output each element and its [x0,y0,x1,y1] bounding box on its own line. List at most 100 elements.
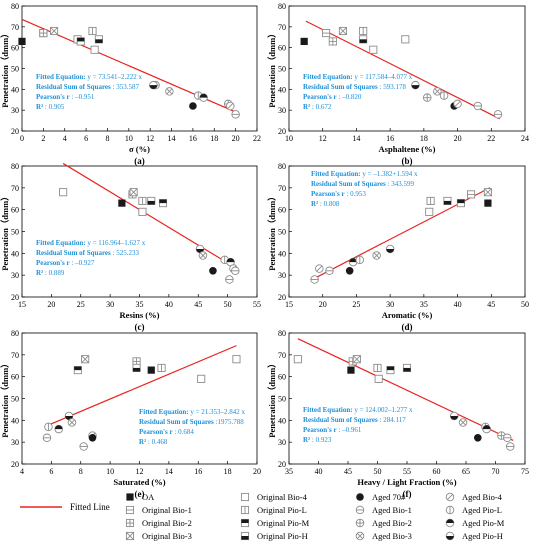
data-point [76,37,85,46]
annotation-value: y = 73.541–2.222 x [87,73,142,81]
legend-marker [355,518,365,528]
annotation-line: R² : 0.672 [303,103,332,111]
data-point [345,267,354,275]
annotation-key: Fitted Equation: [36,73,87,81]
annotation-value: : 0.905 [45,103,65,111]
x-tick-label: 12 [146,134,154,143]
y-tick-label: 30 [278,438,286,447]
annotation-line: Residual Sum of Squares :1975.788 [139,418,244,426]
fitted-line [45,345,237,427]
x-axis-label: σ (%) [129,144,150,154]
annotation-line: Fitted Equation: y = 73.541–2.222 x [36,73,143,81]
y-tick-label: 80 [11,162,19,171]
legend-marker [356,493,364,501]
x-axis-label: Heavy / Light Fraction (%) [357,477,456,487]
y-tick-label: 20 [11,460,19,469]
plot-frame [21,165,258,298]
y-tick-label: 20 [278,127,286,136]
data-point [118,199,126,207]
data-point [300,37,308,46]
annotation-line: Pearson's r : –0.951 [36,93,95,101]
data-point [359,35,368,44]
fit-annotation: Fitted Equation: y = 21.353–2.842 x Resid… [139,408,246,446]
data-point [338,26,347,36]
annotation-value: :1975.788 [214,418,244,426]
legend-label: Aged Bio-3 [372,531,412,541]
plot-frame [288,332,526,465]
data-point [59,188,68,197]
x-tick-label: 40 [315,467,323,476]
x-tick-label: 10 [125,134,133,143]
data-point [147,196,156,205]
x-tick-label: 20 [232,134,240,143]
y-tick-label: 50 [278,395,286,404]
x-tick-label: 45 [194,300,202,309]
y-tick-label: 80 [11,2,19,11]
data-point [88,26,97,36]
data-point [293,355,302,364]
y-tick-label: 60 [11,206,19,215]
legend-marker [445,518,455,528]
annotation-value: : 343.599 [386,180,415,188]
annotation-line: Pearson's r : –0.820 [303,93,362,101]
x-tick-label: 65 [462,467,470,476]
x-tick-label: 0 [20,134,24,143]
y-axis-label: Penetration（dmm） [267,192,277,270]
legend-label: Aged Pio-H [462,531,503,541]
y-axis-label: Penetration（dmm） [0,192,10,270]
y-tick-label: 30 [11,106,19,115]
annotation-line: Pearson's r : 0.953 [311,190,366,198]
x-tick-label: 15 [18,300,26,309]
data-point [453,99,462,109]
y-tick-label: 20 [11,127,19,136]
legend-label: Original Bio-3 [142,531,192,541]
annotation-key: R² [139,438,148,446]
y-tick-label: 50 [11,228,19,237]
annotation-key: Fitted Equation: [303,406,354,414]
data-point [225,275,234,284]
fit-annotation: Fitted Equation: y = 116.964–1.627 x Resi… [36,239,146,277]
data-point [132,363,141,372]
x-tick-label: 20 [319,300,327,309]
annotation-key: R² [303,436,312,444]
data-point [197,374,206,383]
data-point [79,442,88,451]
x-tick-label: 70 [492,467,500,476]
annotation-key: Residual Sum of Squares [36,249,111,257]
data-point [449,411,459,421]
annotation-key: Residual Sum of Squares [311,180,386,188]
annotation-line: R² : 0.905 [36,103,65,111]
annotation-line: Pearson's r : –0.927 [36,259,95,267]
data-point [328,37,337,46]
annotation-key: R² [36,103,45,111]
annotation-line: R² : 0.923 [303,436,332,444]
annotation-value: y = 21.353–2.842 x [190,408,245,416]
y-tick-label: 70 [278,184,286,193]
y-tick-label: 50 [278,228,286,237]
y-tick-label: 40 [11,85,19,94]
data-point [189,102,197,110]
annotation-value: y = 124.002–1.277 x [354,406,413,414]
x-tick-label: 22 [487,134,495,143]
legend-label: Original Bio-4 [257,492,308,502]
x-tick-label: 8 [79,467,83,476]
annotation-line: Residual Sum of Squares : 284.117 [303,416,406,424]
x-tick-label: 4 [63,134,67,143]
y-tick-label: 50 [278,65,286,74]
y-tick-label: 80 [278,162,286,171]
y-tick-label: 80 [278,329,286,338]
data-point [18,37,26,46]
x-tick-label: 22 [253,134,261,143]
x-tick-label: 18 [210,134,218,143]
annotation-line: Fitted Equation: y = 117.584–4.077 x [303,73,413,81]
x-tick-label: 35 [420,300,428,309]
panel-label: (d) [402,322,413,332]
plot-frame [21,5,258,132]
data-point [347,366,355,374]
annotation-key: R² [311,200,320,208]
annotation-value: : 0.684 [173,428,195,436]
annotation-key: Residual Sum of Squares [303,416,378,424]
annotation-line: Fitted Equation: y = 21.353–2.842 x [139,408,246,416]
annotation-line: Fitted Equation: y = –1.382+1.594 x [311,170,418,178]
legend-marker [445,505,455,515]
